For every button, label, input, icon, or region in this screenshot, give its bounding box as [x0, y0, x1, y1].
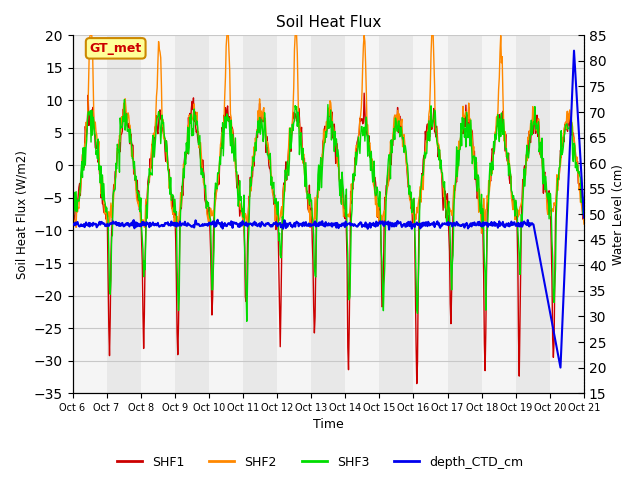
Bar: [107, 36, 141, 393]
Y-axis label: Water Level (cm): Water Level (cm): [612, 164, 625, 264]
Bar: [209, 36, 243, 393]
Bar: [380, 36, 413, 393]
Bar: [72, 36, 107, 393]
Text: GT_met: GT_met: [90, 42, 142, 55]
Bar: [277, 36, 311, 393]
Bar: [175, 36, 209, 393]
Bar: [482, 36, 516, 393]
Bar: [311, 36, 346, 393]
X-axis label: Time: Time: [313, 419, 344, 432]
Legend: SHF1, SHF2, SHF3, depth_CTD_cm: SHF1, SHF2, SHF3, depth_CTD_cm: [112, 451, 528, 474]
Bar: [346, 36, 380, 393]
Y-axis label: Soil Heat Flux (W/m2): Soil Heat Flux (W/m2): [15, 150, 28, 279]
Bar: [141, 36, 175, 393]
Bar: [516, 36, 550, 393]
Bar: [584, 36, 618, 393]
Title: Soil Heat Flux: Soil Heat Flux: [276, 15, 381, 30]
Bar: [413, 36, 447, 393]
Bar: [447, 36, 482, 393]
Bar: [243, 36, 277, 393]
Bar: [550, 36, 584, 393]
